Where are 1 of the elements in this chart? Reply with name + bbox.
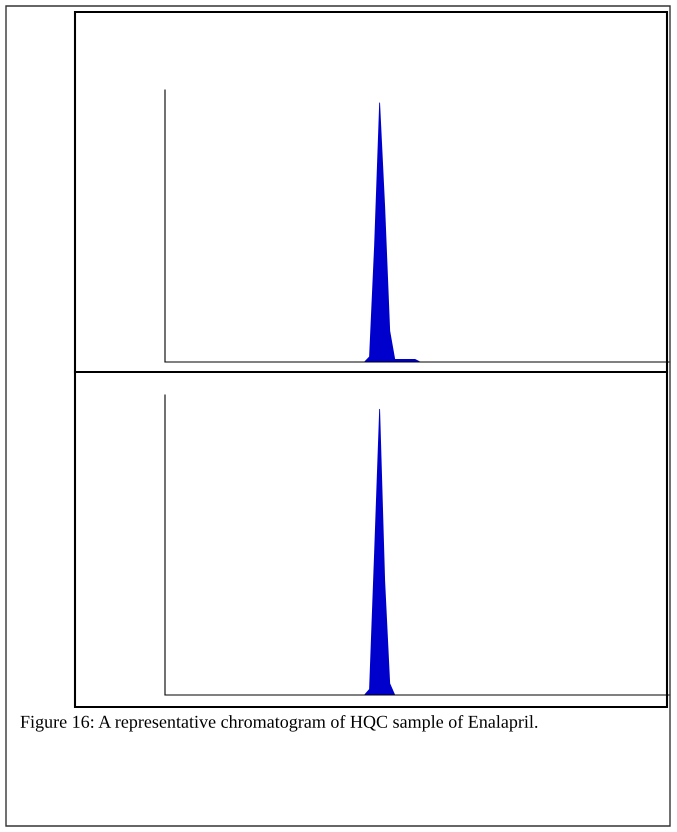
caption: Figure 16: A representative chromatogram of HQC sample of Enalapril. bbox=[20, 715, 538, 732]
